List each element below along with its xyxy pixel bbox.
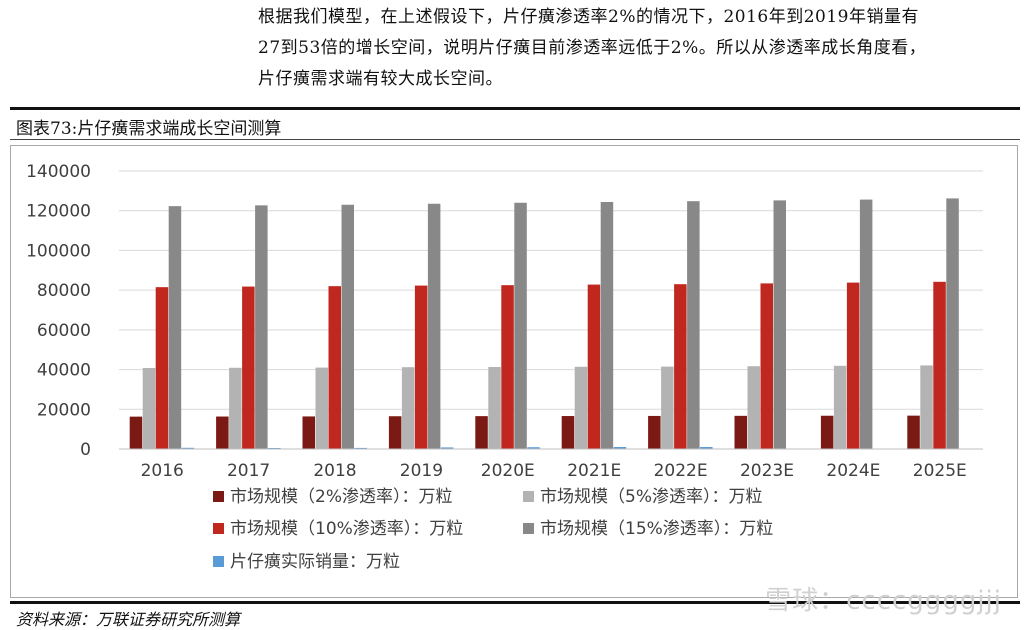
y-tick-label: 80000	[37, 281, 91, 301]
watermark: 雪球：ccccggggjjj	[765, 586, 1002, 616]
bar	[846, 282, 860, 449]
bar	[773, 200, 786, 449]
bar	[328, 286, 341, 449]
bar	[514, 202, 527, 449]
bar	[229, 367, 242, 449]
bottom-rule	[10, 601, 1020, 604]
legend-swatch	[213, 523, 224, 534]
bar	[820, 415, 834, 449]
legend-label: 片仔癀实际销量：万粒	[230, 552, 400, 572]
bar	[561, 416, 575, 449]
x-tick-label: 2023E	[740, 461, 794, 481]
bar	[255, 205, 268, 449]
x-tick-label: 2019	[400, 461, 443, 481]
y-tick-label: 140000	[26, 162, 91, 182]
source-note: 资料来源：万联证券研究所测算	[16, 610, 241, 629]
top-rule	[10, 107, 1020, 110]
bar	[760, 283, 773, 449]
bar	[142, 367, 156, 449]
x-tick-label: 2016	[141, 461, 184, 481]
x-tick-label: 2022E	[654, 461, 708, 481]
bar	[946, 198, 959, 449]
chart-frame: 0 20000 40000 60000 80000 100000 120000 140000 2…	[10, 145, 1018, 598]
bar	[933, 281, 946, 449]
bar	[920, 365, 933, 449]
bar-chart: 0 20000 40000 60000 80000 100000 120000 140000 2…	[26, 162, 983, 572]
bar	[242, 286, 255, 449]
bar	[600, 201, 614, 449]
intro-paragraph: 根据我们模型，在上述假设下，片仔癀渗透率2%的情况下，2016年到2019年销量…	[258, 2, 1028, 95]
bar	[354, 447, 367, 449]
bar	[687, 201, 700, 449]
x-tick-label: 2018	[313, 461, 356, 481]
bar	[440, 447, 454, 449]
bar	[475, 416, 488, 449]
paragraph-line: 27到53倍的增长空间，说明片仔癀目前渗透率远低于2%。所以从渗透率成长角度看，	[258, 38, 927, 58]
bar	[302, 416, 315, 449]
bar	[427, 203, 441, 449]
legend-label: 市场规模（2%渗透率）：万粒	[230, 487, 452, 507]
legend-label: 市场规模（10%渗透率）：万粒	[230, 519, 463, 539]
bar	[341, 204, 354, 449]
bar	[315, 367, 328, 449]
bar	[527, 447, 540, 449]
y-tick-label: 40000	[37, 361, 91, 381]
bar	[168, 206, 182, 449]
legend-swatch	[523, 491, 534, 502]
bar	[734, 415, 747, 449]
bar	[833, 365, 847, 449]
x-tick-label: 2024E	[826, 461, 880, 481]
bar	[859, 199, 873, 449]
bar	[129, 416, 143, 449]
bar	[388, 416, 402, 449]
bar	[181, 447, 195, 449]
y-tick-label: 60000	[37, 321, 91, 341]
legend-swatch	[213, 556, 224, 567]
y-tick-label: 120000	[26, 202, 91, 222]
bar	[613, 447, 627, 449]
bar	[674, 284, 687, 449]
figure-title: 图表73:片仔癀需求端成长空间测算	[16, 119, 282, 139]
paragraph-line: 根据我们模型，在上述假设下，片仔癀渗透率2%的情况下，2016年到2019年销量…	[258, 7, 919, 27]
paragraph-line: 片仔癀需求端有较大成长空间。	[258, 69, 503, 89]
bar	[488, 366, 501, 449]
y-tick-label: 100000	[26, 241, 91, 261]
legend-label: 市场规模（5%渗透率）：万粒	[540, 487, 762, 507]
legend-swatch	[523, 523, 534, 534]
bar	[907, 415, 920, 449]
x-tick-label: 2025E	[913, 461, 967, 481]
bar	[401, 367, 415, 449]
bar	[700, 447, 713, 449]
x-tick-label: 2020E	[481, 461, 535, 481]
legend-label: 市场规模（15%渗透率）：万粒	[540, 519, 773, 539]
legend-swatch	[213, 491, 224, 502]
x-tick-label: 2021E	[567, 461, 621, 481]
y-tick-label: 20000	[37, 400, 91, 420]
bar	[648, 415, 661, 449]
y-tick-label: 0	[80, 440, 91, 460]
bar	[414, 285, 428, 449]
bar	[155, 287, 169, 449]
bar	[747, 366, 760, 449]
title-rule	[10, 139, 1020, 140]
bar	[587, 284, 601, 449]
bar	[574, 366, 588, 449]
x-tick-label: 2017	[227, 461, 270, 481]
bar	[661, 366, 674, 449]
bar	[216, 416, 229, 449]
bar	[501, 285, 514, 449]
